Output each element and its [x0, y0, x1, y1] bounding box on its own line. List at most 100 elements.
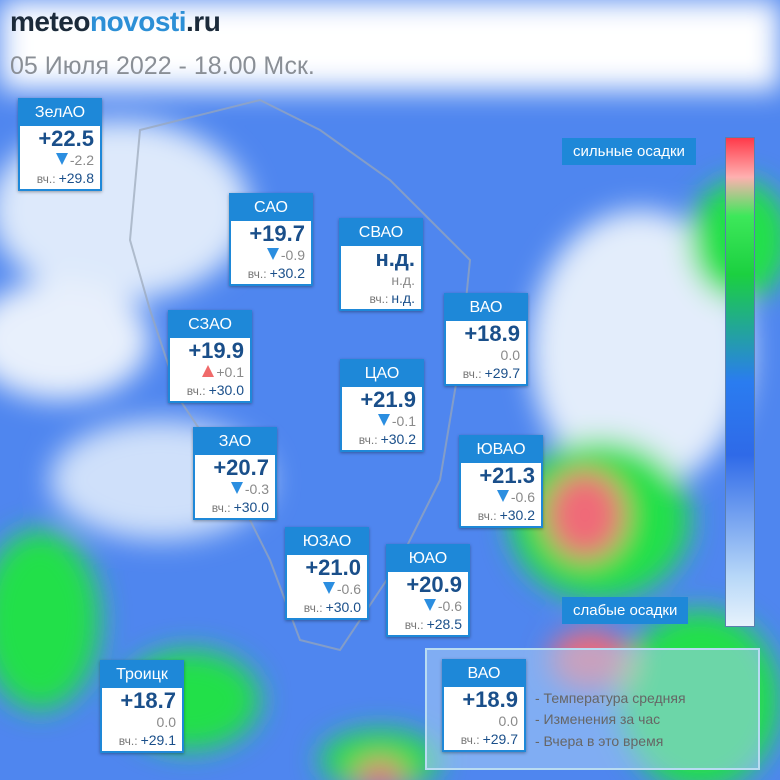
temperature: +21.0 [305, 555, 361, 580]
yesterday: вч.: н.д. [341, 288, 421, 309]
hourly-change: +0.1 [170, 364, 250, 380]
change-arrow [322, 582, 335, 594]
district-card: ЮАО +20.9 -0.6 вч.: +28.5 [386, 544, 470, 637]
change-value: -0.1 [391, 413, 416, 429]
change-value: 0.0 [156, 714, 176, 730]
district-name: Троицк [102, 662, 182, 688]
yesterday-value: н.д. [391, 290, 415, 306]
district-name: ЮЗАО [287, 529, 367, 555]
yesterday-prefix: вч.: [118, 734, 138, 748]
hourly-change: 0.0 [444, 713, 524, 729]
district-name: ЗАО [195, 429, 275, 455]
temperature: +21.3 [479, 463, 535, 488]
temperature: +18.9 [464, 321, 520, 346]
yesterday-value: +30.2 [269, 265, 305, 281]
logo-part: .ru [186, 6, 221, 37]
district-card: ЦАО +21.9 -0.1 вч.: +30.2 [340, 359, 424, 452]
temperature: +21.9 [360, 387, 416, 412]
district-card: ВАО +18.9 0.0 вч.: +29.7 [442, 659, 526, 752]
scale-label: сильные осадки [562, 138, 696, 165]
site-logo[interactable]: meteonovosti.ru [10, 6, 221, 38]
district-card: СВАО н.д. н.д. вч.: н.д. [339, 218, 423, 311]
temperature: +22.5 [38, 126, 94, 151]
yesterday: вч.: +28.5 [388, 614, 468, 635]
yesterday-value: +29.1 [140, 732, 176, 748]
yesterday-value: +29.7 [484, 365, 520, 381]
hourly-change: -0.1 [342, 413, 422, 429]
district-name: САО [231, 195, 311, 221]
temperature: +19.9 [188, 338, 244, 363]
yesterday-value: +30.2 [380, 431, 416, 447]
hourly-change: -0.6 [388, 598, 468, 614]
yesterday: вч.: +30.2 [342, 429, 422, 450]
district-name: ЦАО [342, 361, 422, 387]
yesterday: вч.: +29.7 [444, 729, 524, 750]
yesterday-prefix: вч.: [211, 501, 231, 515]
change-arrow [55, 153, 68, 165]
hourly-change: н.д. [341, 272, 421, 288]
precipitation-scale [725, 137, 755, 627]
hourly-change: -0.6 [461, 489, 541, 505]
scale-label: слабые осадки [562, 597, 689, 624]
district-card: ВАО +18.9 0.0 вч.: +29.7 [444, 293, 528, 386]
district-card: САО +19.7 -0.9 вч.: +30.2 [229, 193, 313, 286]
temperature: +19.7 [249, 221, 305, 246]
yesterday-value: +28.5 [426, 616, 462, 632]
district-name: ЮВАО [461, 437, 541, 463]
temperature: н.д. [375, 246, 415, 271]
hourly-change: -0.3 [195, 481, 275, 497]
change-value: -0.6 [510, 489, 535, 505]
change-value: +0.1 [216, 364, 244, 380]
yesterday: вч.: +30.2 [461, 505, 541, 526]
yesterday: вч.: +30.0 [170, 380, 250, 401]
hourly-change: -0.9 [231, 247, 311, 263]
change-arrow [496, 490, 509, 502]
district-name: ВАО [446, 295, 526, 321]
change-value: н.д. [391, 272, 415, 288]
yesterday-prefix: вч.: [186, 384, 206, 398]
district-name: ЮАО [388, 546, 468, 572]
temperature: +18.9 [462, 687, 518, 712]
change-arrow [266, 248, 279, 260]
district-name: СЗАО [170, 312, 250, 338]
hourly-change: 0.0 [446, 347, 526, 363]
yesterday-prefix: вч.: [404, 618, 424, 632]
yesterday: вч.: +30.0 [195, 497, 275, 518]
change-arrow [377, 414, 390, 426]
change-value: 0.0 [498, 713, 518, 729]
district-name: ВАО [444, 661, 524, 687]
legend-item: - Температура средняя [535, 690, 686, 706]
district-card: СЗАО +19.9 +0.1 вч.: +30.0 [168, 310, 252, 403]
change-arrow [202, 365, 215, 377]
district-name: СВАО [341, 220, 421, 246]
change-arrow [423, 599, 436, 611]
change-value: -0.9 [280, 247, 305, 263]
hourly-change: 0.0 [102, 714, 182, 730]
yesterday-value: +30.2 [499, 507, 535, 523]
yesterday-prefix: вч.: [460, 733, 480, 747]
district-card: ЗелАО +22.5 -2.2 вч.: +29.8 [18, 98, 102, 191]
district-card: ЮВАО +21.3 -0.6 вч.: +30.2 [459, 435, 543, 528]
logo-part: novosti [89, 6, 187, 37]
yesterday-prefix: вч.: [358, 433, 378, 447]
yesterday: вч.: +29.1 [102, 730, 182, 751]
change-arrow [230, 482, 243, 494]
temperature: +18.7 [120, 688, 176, 713]
yesterday-value: +29.7 [482, 731, 518, 747]
legend-item: - Вчера в это время [535, 733, 664, 749]
legend-item: - Изменения за час [535, 711, 661, 727]
change-value: -0.6 [437, 598, 462, 614]
change-value: -2.2 [69, 152, 94, 168]
yesterday: вч.: +29.7 [446, 363, 526, 384]
yesterday: вч.: +29.8 [20, 168, 100, 189]
yesterday-prefix: вч.: [369, 292, 389, 306]
yesterday-prefix: вч.: [477, 509, 497, 523]
yesterday-value: +30.0 [208, 382, 244, 398]
yesterday-prefix: вч.: [462, 367, 482, 381]
logo-part: meteo [10, 6, 90, 37]
change-value: -0.3 [244, 481, 269, 497]
yesterday-prefix: вч.: [303, 601, 323, 615]
date-subtitle: 05 Июля 2022 - 18.00 Мск. [10, 52, 315, 80]
yesterday-prefix: вч.: [247, 267, 267, 281]
